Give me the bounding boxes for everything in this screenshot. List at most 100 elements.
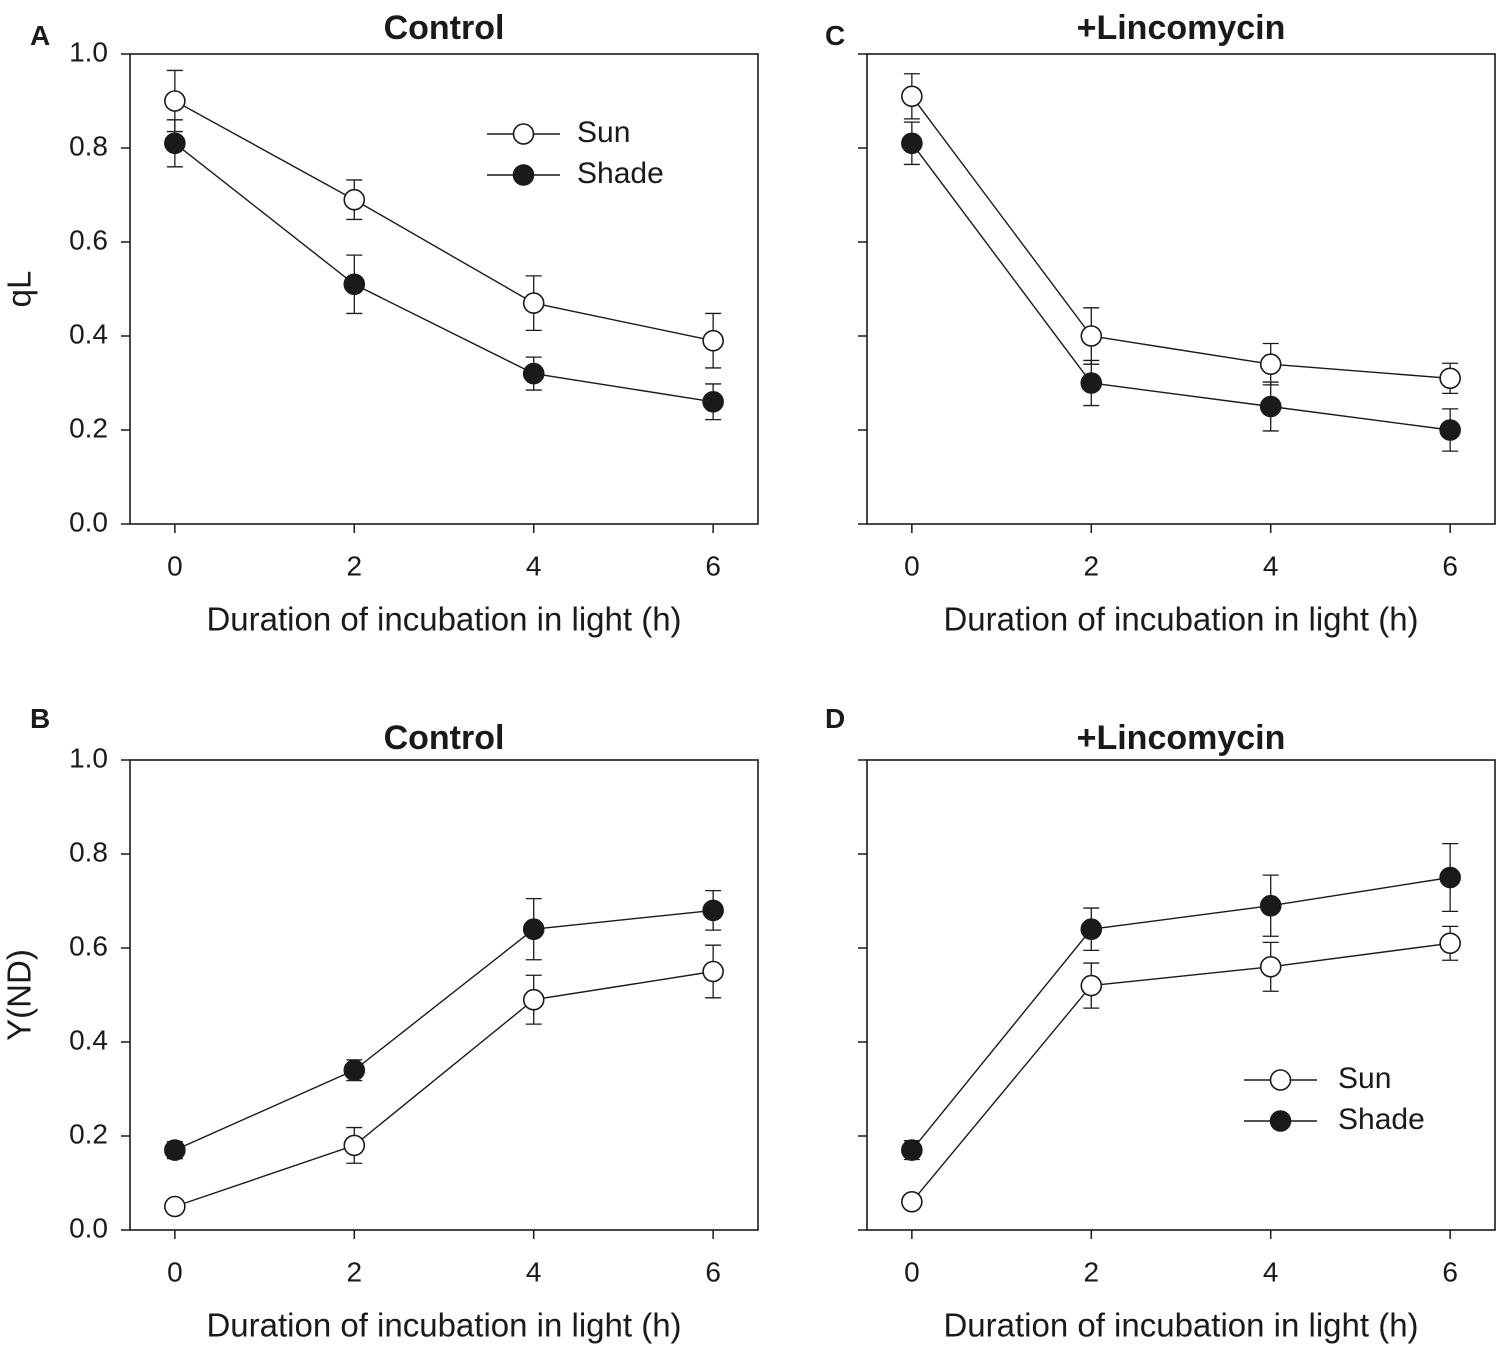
series-line-shade bbox=[174, 909, 714, 1151]
series-line-sun bbox=[174, 970, 714, 1208]
data-point-shade bbox=[702, 390, 724, 413]
x-tick-label: 4 bbox=[1263, 1256, 1279, 1287]
data-point-sun bbox=[522, 292, 545, 314]
chart-panel-c: C +Lincomycin 0 2 4 6 Duration of incubation i… bbox=[825, 9, 1496, 638]
legend-marker-shade bbox=[1269, 1110, 1292, 1132]
x-axis-label: Duration of incubation in light (h) bbox=[943, 1307, 1418, 1344]
x-tick-label: 6 bbox=[705, 1256, 721, 1287]
data-point-shade bbox=[522, 362, 545, 385]
data-point-shade bbox=[343, 273, 366, 296]
y-tick-label: 1.0 bbox=[69, 742, 108, 773]
series-line-sun bbox=[174, 100, 714, 342]
chart-panel-d: D +Lincomycin 0 2 4 6 Duration of incubation i… bbox=[825, 703, 1496, 1344]
data-point-shade bbox=[1259, 894, 1282, 917]
chart-panel-b: B Control 0.0 0.2 0.4 0.6 0.8 1.0 0 2 4 6 Duration o… bbox=[1, 703, 759, 1344]
data-point-sun bbox=[1259, 955, 1282, 978]
series-shade bbox=[164, 890, 724, 1161]
y-axis-label: qL bbox=[1, 271, 38, 308]
data-point-shade bbox=[164, 1139, 186, 1161]
x-tick-label: 6 bbox=[1442, 550, 1458, 581]
series-line-shade bbox=[911, 142, 1451, 431]
panel-letter: A bbox=[30, 20, 50, 51]
x-tick-label: 6 bbox=[705, 550, 721, 581]
x-tick-label: 4 bbox=[1263, 550, 1279, 581]
y-tick-label: 0.0 bbox=[69, 506, 108, 537]
x-tick-label: 2 bbox=[1083, 550, 1099, 581]
data-point-shade bbox=[702, 899, 724, 922]
plot-frame bbox=[866, 759, 1496, 1231]
legend-marker-shade bbox=[512, 164, 535, 186]
legend-label-sun: Sun bbox=[1338, 1062, 1391, 1095]
y-tick-label: 0.2 bbox=[69, 412, 108, 443]
x-tick-label: 2 bbox=[1083, 1256, 1099, 1287]
x-axis-label: Duration of incubation in light (h) bbox=[206, 601, 681, 638]
chart-title: +Lincomycin bbox=[1077, 9, 1286, 47]
x-tick-label: 6 bbox=[1442, 1256, 1458, 1287]
data-point-sun bbox=[1439, 367, 1461, 390]
series-sun bbox=[901, 925, 1461, 1213]
y-tick-label: 0.8 bbox=[69, 130, 108, 161]
plot-frame bbox=[129, 53, 759, 525]
y-tick-label: 0.2 bbox=[69, 1118, 108, 1149]
legend-label-shade: Shade bbox=[1338, 1103, 1425, 1136]
y-tick-label: 0.0 bbox=[69, 1212, 108, 1243]
x-tick-label: 0 bbox=[167, 550, 183, 581]
legend-marker-sun bbox=[512, 123, 535, 145]
data-point-shade bbox=[343, 1059, 366, 1081]
series-line-shade bbox=[911, 876, 1451, 1151]
chart-title: +Lincomycin bbox=[1077, 719, 1286, 757]
x-tick-label: 2 bbox=[346, 550, 362, 581]
data-point-sun bbox=[702, 960, 724, 983]
series-sun bbox=[164, 69, 724, 369]
series-shade bbox=[164, 119, 724, 421]
panel-letter: C bbox=[825, 20, 845, 51]
x-axis-label: Duration of incubation in light (h) bbox=[206, 1307, 681, 1344]
data-point-sun bbox=[1080, 325, 1103, 347]
data-point-sun bbox=[164, 1195, 186, 1218]
legend-label-sun: Sun bbox=[577, 116, 630, 149]
data-point-shade bbox=[1080, 918, 1103, 941]
data-point-shade bbox=[164, 132, 186, 155]
data-point-sun bbox=[1259, 353, 1282, 376]
data-point-shade bbox=[1439, 419, 1461, 441]
legend-label-shade: Shade bbox=[577, 157, 664, 190]
legend: Sun Shade bbox=[487, 116, 664, 190]
x-tick-label: 4 bbox=[526, 550, 542, 581]
legend-marker-sun bbox=[1269, 1069, 1292, 1091]
y-tick-label: 0.4 bbox=[69, 1024, 108, 1055]
series-sun bbox=[901, 73, 1461, 394]
series-line-sun bbox=[911, 95, 1451, 379]
y-axis-label: Y(ND) bbox=[1, 949, 38, 1041]
data-point-shade bbox=[901, 1139, 923, 1161]
data-point-shade bbox=[1259, 395, 1282, 418]
series-sun bbox=[164, 944, 724, 1218]
data-point-sun bbox=[702, 329, 724, 352]
chart-title: Control bbox=[384, 9, 505, 47]
x-tick-label: 4 bbox=[526, 1256, 542, 1287]
data-point-sun bbox=[1439, 932, 1461, 955]
data-point-sun bbox=[343, 1134, 366, 1157]
series-line-shade bbox=[174, 142, 714, 403]
panel-letter: D bbox=[825, 703, 845, 734]
data-point-sun bbox=[343, 188, 366, 211]
data-point-sun bbox=[901, 85, 923, 108]
data-point-shade bbox=[901, 132, 923, 155]
data-point-sun bbox=[901, 1191, 923, 1213]
data-point-shade bbox=[1080, 372, 1103, 394]
panel-letter: B bbox=[30, 703, 50, 734]
y-tick-label: 1.0 bbox=[69, 36, 108, 67]
plot-frame bbox=[129, 759, 759, 1231]
y-tick-label: 0.6 bbox=[69, 930, 108, 961]
data-point-shade bbox=[522, 918, 545, 941]
y-tick-label: 0.8 bbox=[69, 836, 108, 867]
data-point-sun bbox=[1080, 974, 1103, 997]
x-tick-label: 0 bbox=[904, 1256, 920, 1287]
data-point-sun bbox=[164, 90, 186, 112]
data-point-shade bbox=[1439, 866, 1461, 889]
series-line-sun bbox=[911, 942, 1451, 1203]
data-point-sun bbox=[522, 988, 545, 1011]
series-shade bbox=[901, 843, 1461, 1161]
legend: Sun Shade bbox=[1244, 1062, 1425, 1136]
y-tick-label: 0.4 bbox=[69, 318, 108, 349]
